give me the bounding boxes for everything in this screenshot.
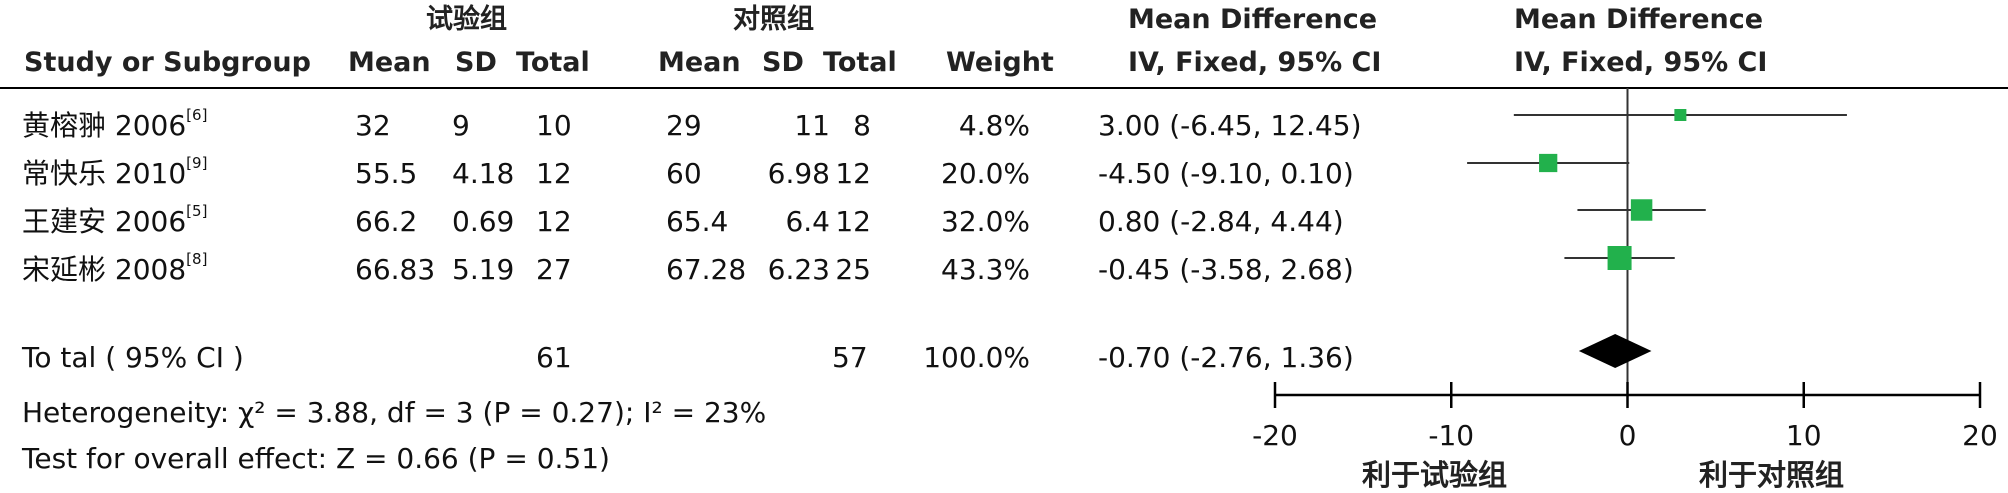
study-name-text: 常快乐 2010: [22, 157, 187, 190]
study-ctl-total: 12: [835, 205, 871, 238]
study-name: 王建安 2006[5]: [22, 204, 207, 238]
study-reference: [5]: [186, 202, 208, 220]
study-exp-sd: 9: [452, 109, 470, 142]
study-exp-mean: 55.5: [355, 157, 418, 190]
study-reference: [9]: [186, 154, 208, 172]
mean-difference-header: Mean Difference: [1128, 4, 1378, 35]
x-axis-tick-label: 20: [1962, 419, 1998, 452]
total-exp-total: 61: [536, 341, 572, 374]
study-effect-marker: [1630, 199, 1653, 221]
method-ci-header: IV, Fixed, 95% CI: [1128, 47, 1382, 78]
study-exp-sd: 0.69: [452, 205, 515, 238]
study-effect-marker: [1539, 153, 1558, 173]
study-ctl-mean: 60: [666, 157, 702, 190]
study-weight: 20.0%: [941, 157, 1030, 190]
total-ctl-total: 57: [832, 341, 868, 374]
heterogeneity-text: Heterogeneity: χ² = 3.88, df = 3 (P = 0.…: [22, 396, 767, 429]
study-weight: 32.0%: [941, 205, 1030, 238]
method-ci-plot-header: IV, Fixed, 95% CI: [1514, 47, 1768, 78]
overall-effect-text: Test for overall effect: Z = 0.66 (P = 0…: [22, 442, 610, 475]
total-ci-text: -0.70 (-2.76, 1.36): [1098, 341, 1354, 374]
exp-total-header: Total: [516, 47, 590, 78]
study-name: 常快乐 2010[9]: [22, 156, 207, 190]
study-column-header: Study or Subgroup: [24, 47, 311, 78]
study-weight: 43.3%: [941, 253, 1030, 286]
study-exp-mean: 66.2: [355, 205, 418, 238]
study-exp-total: 27: [536, 253, 572, 286]
study-exp-sd: 4.18: [452, 157, 515, 190]
exp-mean-header: Mean: [348, 47, 431, 78]
experimental-group-header: 试验组: [426, 4, 507, 35]
control-group-header: 对照组: [733, 4, 814, 35]
study-exp-total: 12: [536, 157, 572, 190]
study-exp-total: 10: [536, 109, 572, 142]
study-name-text: 宋延彬 2008: [22, 253, 187, 286]
total-weight: 100.0%: [923, 341, 1030, 374]
study-exp-total: 12: [536, 205, 572, 238]
study-ci-text: 0.80 (-2.84, 4.44): [1098, 205, 1344, 238]
x-axis-tick-label: 10: [1786, 419, 1822, 452]
study-ctl-total: 12: [835, 157, 871, 190]
mean-difference-plot-header: Mean Difference: [1514, 4, 1764, 35]
study-ctl-total: 8: [853, 109, 871, 142]
study-ctl-sd: 6.4: [785, 205, 830, 238]
study-exp-sd: 5.19: [452, 253, 515, 286]
study-ctl-mean: 65.4: [666, 205, 729, 238]
x-axis-tick-label: 0: [1619, 419, 1637, 452]
study-name-text: 王建安 2006: [22, 205, 187, 238]
study-ci-text: -4.50 (-9.10, 0.10): [1098, 157, 1354, 190]
study-effect-marker: [1674, 109, 1687, 121]
study-weight: 4.8%: [958, 109, 1030, 142]
study-name: 黄榕翀 2006[6]: [22, 108, 207, 142]
study-ci-text: -0.45 (-3.58, 2.68): [1098, 253, 1354, 286]
study-ctl-mean: 67.28: [666, 253, 747, 286]
study-ctl-sd: 6.98: [767, 157, 830, 190]
study-reference: [8]: [186, 250, 208, 268]
study-exp-mean: 66.83: [355, 253, 436, 286]
study-exp-mean: 32: [355, 109, 391, 142]
study-ctl-sd: 11: [794, 109, 830, 142]
study-reference: [6]: [186, 106, 208, 124]
exp-sd-header: SD: [455, 47, 497, 78]
total-label: To tal ( 95% CI ): [22, 341, 244, 374]
favours-experimental-label: 利于试验组: [1362, 458, 1508, 492]
study-ctl-mean: 29: [666, 109, 702, 142]
x-axis-tick-label: -20: [1252, 419, 1298, 452]
study-ctl-sd: 6.23: [767, 253, 830, 286]
ctl-sd-header: SD: [762, 47, 804, 78]
ctl-mean-header: Mean: [658, 47, 741, 78]
study-ctl-total: 25: [835, 253, 871, 286]
study-effect-marker: [1607, 246, 1632, 270]
pooled-effect-diamond: [1578, 334, 1652, 368]
study-name: 宋延彬 2008[8]: [22, 252, 207, 286]
ctl-total-header: Total: [823, 47, 897, 78]
favours-control-label: 利于对照组: [1699, 458, 1845, 492]
x-axis-tick-label: -10: [1428, 419, 1474, 452]
study-name-text: 黄榕翀 2006: [22, 109, 187, 142]
study-ci-text: 3.00 (-6.45, 12.45): [1098, 109, 1362, 142]
weight-header: Weight: [946, 47, 1054, 78]
